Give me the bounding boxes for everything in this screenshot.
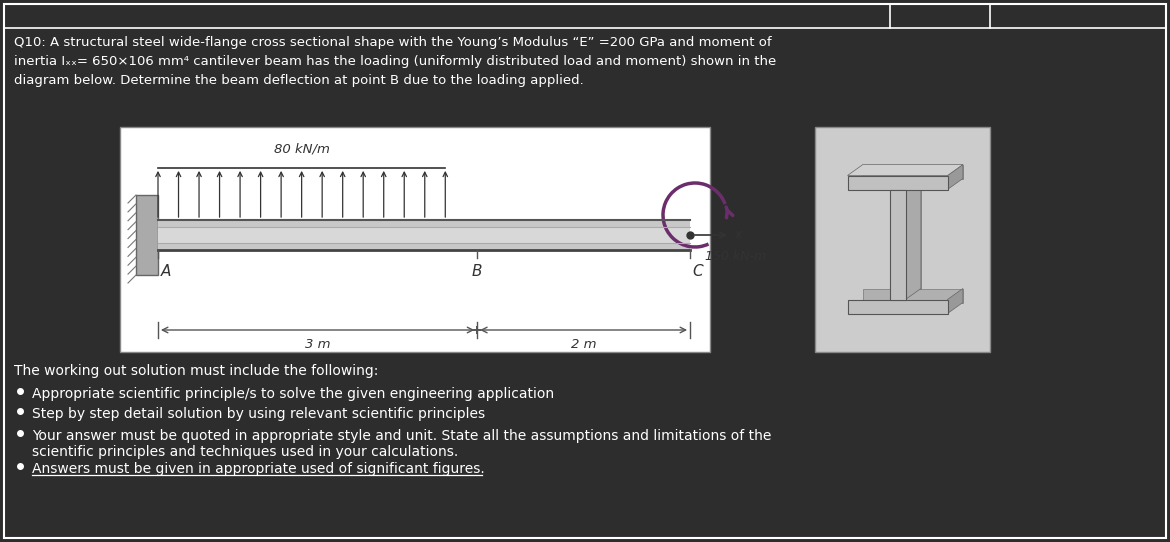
Polygon shape (847, 165, 963, 176)
Bar (121, 127, 710, 352)
Text: Your answer must be quoted in appropriate style and unit. State all the assumpti: Your answer must be quoted in appropriat… (32, 429, 771, 443)
Bar (863, 288, 963, 302)
Text: inertia Iₓₓ= 650×106 mm⁴ cantilever beam has the loading (uniformly distributed : inertia Iₓₓ= 650×106 mm⁴ cantilever beam… (14, 55, 776, 68)
Text: The working out solution must include the following:: The working out solution must include th… (14, 364, 378, 378)
Text: x: x (734, 228, 742, 241)
Text: 2 m: 2 m (571, 338, 597, 351)
Text: scientific principles and techniques used in your calculations.: scientific principles and techniques use… (32, 445, 459, 459)
Bar (815, 127, 990, 352)
Bar (847, 176, 948, 190)
Bar (158, 227, 690, 243)
Text: 150 kN-m: 150 kN-m (706, 250, 766, 263)
Bar (904, 178, 921, 288)
Text: Appropriate scientific principle/s to solve the given engineering application: Appropriate scientific principle/s to so… (32, 387, 555, 401)
Polygon shape (906, 178, 921, 300)
Text: B: B (472, 264, 482, 279)
Text: diagram below. Determine the beam deflection at point B due to the loading appli: diagram below. Determine the beam deflec… (14, 74, 584, 87)
Text: 3 m: 3 m (305, 338, 330, 351)
Bar (136, 195, 158, 275)
Text: Q10: A structural steel wide-flange cross sectional shape with the Young’s Modul: Q10: A structural steel wide-flange cros… (14, 36, 772, 49)
Polygon shape (948, 165, 963, 190)
Text: 80 kN/m: 80 kN/m (274, 143, 330, 156)
Polygon shape (948, 288, 963, 313)
Text: Step by step detail solution by using relevant scientific principles: Step by step detail solution by using re… (32, 407, 486, 421)
Bar (889, 190, 906, 300)
Bar (158, 220, 690, 250)
Text: Answers must be given in appropriate used of significant figures.: Answers must be given in appropriate use… (32, 462, 484, 476)
Text: A: A (160, 264, 171, 279)
Bar (863, 165, 963, 178)
Bar (847, 300, 948, 313)
Text: C: C (691, 264, 703, 279)
